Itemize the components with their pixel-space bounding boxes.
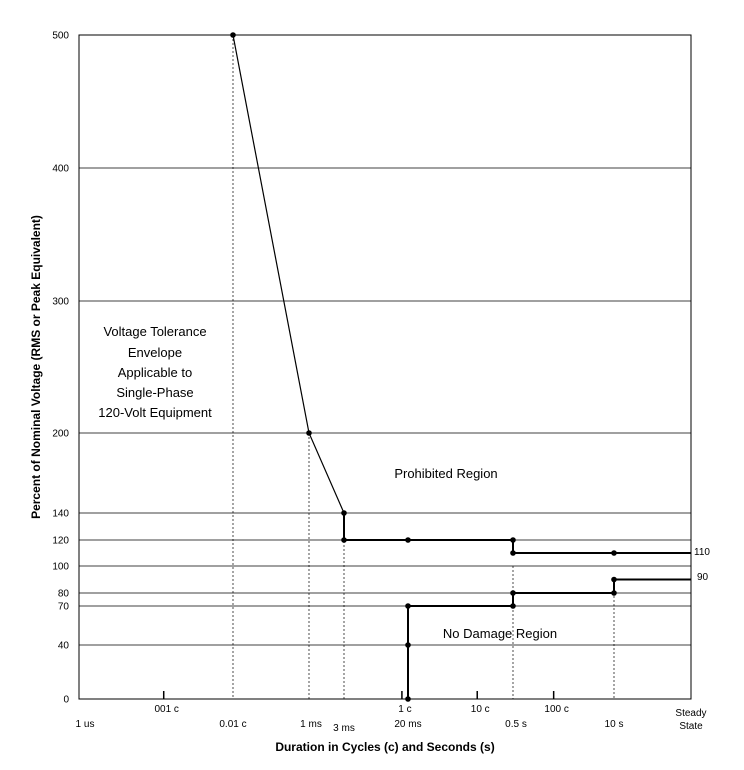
x-tick-label-20-ms: 20 ms — [394, 719, 421, 730]
envelope-region-label: Voltage Tolerance Envelope Applicable to… — [98, 324, 212, 420]
envelope-label-line-3: Applicable to — [118, 365, 192, 380]
x-tick-label-0-5-s: 0.5 s — [505, 719, 527, 730]
y-tick-label-200: 200 — [52, 429, 69, 440]
series-2-point-1 — [405, 642, 411, 648]
series-1-step-line — [343, 513, 691, 554]
series-1-point-1 — [306, 430, 312, 436]
y-tick-label-140: 140 — [52, 509, 69, 520]
x-tick-label-10-s: 10 s — [605, 719, 624, 730]
x-tick-labels: 1 us 001 c 0.01 c 1 ms 3 ms 1 c 20 ms 10 c 0.5 s… — [76, 691, 707, 734]
y-tick-labels: 0 40 70 80 100 120 140 200 300 400 500 — [52, 31, 69, 706]
series-2-point-0 — [405, 696, 411, 702]
y-tick-label-100: 100 — [52, 562, 69, 573]
series-2-point-5 — [611, 590, 617, 596]
envelope-label-line-2: Envelope — [128, 345, 182, 360]
data-points — [230, 32, 617, 702]
series-1-point-7 — [611, 550, 617, 556]
y-tick-label-70: 70 — [58, 602, 70, 613]
y-tick-label-80: 80 — [58, 589, 70, 600]
series-2-point-4 — [510, 590, 516, 596]
curves — [232, 34, 691, 699]
y-tick-label-500: 500 — [52, 31, 69, 42]
series-1-point-0 — [230, 32, 236, 38]
y-axis-title: Percent of Nominal Voltage (RMS or Peak … — [29, 215, 43, 519]
dotted-vertical-guides — [232, 35, 615, 699]
annotation-90: 90 — [697, 572, 709, 583]
series-2-point-6 — [611, 576, 617, 583]
x-tick-label-1-us: 1 us — [76, 719, 95, 730]
series-2-point-3 — [510, 603, 516, 609]
series-1-point-5 — [510, 537, 516, 543]
y-tick-label-300: 300 — [52, 297, 69, 308]
x-tick-label-001-c: 001 c — [154, 704, 178, 715]
envelope-label-line-4: Single-Phase — [116, 385, 193, 400]
prohibited-region-label: Prohibited Region — [394, 466, 497, 481]
series-1-point-3 — [341, 537, 347, 543]
annotation-110: 110 — [694, 547, 710, 558]
y-tick-label-120: 120 — [52, 536, 69, 547]
x-tick-label-1-ms: 1 ms — [300, 719, 322, 730]
series-1-point-6 — [510, 550, 516, 556]
envelope-label-line-1: Voltage Tolerance — [103, 324, 206, 339]
x-tick-label-10-c: 10 c — [471, 704, 490, 715]
x-tick-label-steady: Steady — [675, 708, 706, 719]
series-1-point-4 — [405, 537, 411, 543]
x-axis-title: Duration in Cycles (c) and Seconds (s) — [275, 740, 494, 754]
x-tick-label-1-c: 1 c — [398, 704, 411, 715]
no-damage-region-label: No Damage Region — [443, 626, 557, 641]
x-tick-label-state: State — [679, 721, 703, 732]
x-tick-label-3-ms: 3 ms — [333, 723, 355, 734]
series-2-point-2 — [405, 603, 411, 609]
x-tick-label-100-c: 100 c — [544, 704, 568, 715]
plot-frame — [78, 34, 692, 700]
series-1-point-2 — [341, 510, 347, 516]
y-tick-label-0: 0 — [63, 695, 69, 706]
x-tick-label-0-01-c: 0.01 c — [219, 719, 246, 730]
y-tick-label-400: 400 — [52, 164, 69, 175]
y-tick-label-40: 40 — [58, 641, 70, 652]
envelope-label-line-5: 120-Volt Equipment — [98, 405, 212, 420]
